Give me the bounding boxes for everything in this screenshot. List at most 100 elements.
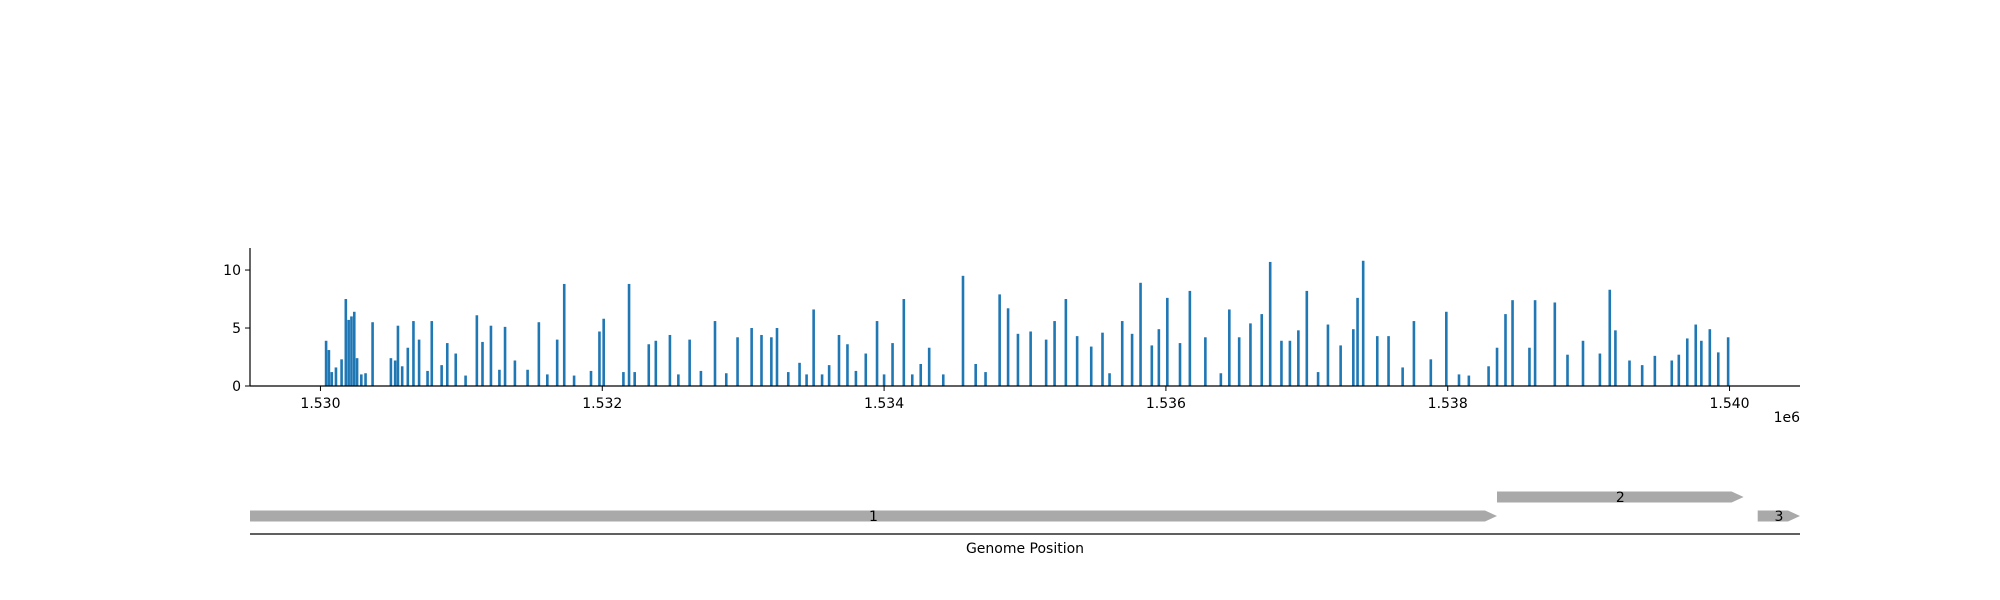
coverage-bar <box>464 375 467 386</box>
coverage-bar <box>891 343 894 386</box>
coverage-bar <box>389 358 393 386</box>
coverage-bar <box>1188 290 1192 386</box>
coverage-bar <box>1533 300 1537 386</box>
x-tick-label: 1.536 <box>1146 396 1186 412</box>
coverage-bar <box>1608 289 1612 386</box>
coverage-bar <box>498 369 501 386</box>
coverage-bar <box>1228 309 1231 386</box>
coverage-bar <box>475 315 479 386</box>
coverage-bar <box>1429 359 1433 386</box>
coverage-bar <box>400 366 404 386</box>
coverage-bar <box>1297 330 1300 386</box>
coverage-bar <box>1653 355 1657 386</box>
coverage-bar <box>627 283 631 386</box>
coverage-bar <box>1204 337 1207 386</box>
gene-track-xlabel: Genome Position <box>966 541 1084 557</box>
coverage-bar <box>1064 299 1068 386</box>
coverage-bar <box>1166 297 1169 386</box>
coverage-bar <box>798 362 801 386</box>
x-tick-label: 1.540 <box>1709 396 1749 412</box>
coverage-bar <box>602 318 605 386</box>
x-tick-label: 1.530 <box>300 396 340 412</box>
coverage-bar <box>902 299 906 386</box>
coverage-bar <box>882 374 886 386</box>
coverage-bar <box>352 311 356 386</box>
coverage-bar <box>417 339 421 386</box>
coverage-bar <box>837 334 841 386</box>
coverage-bar <box>1006 308 1010 386</box>
coverage-bar <box>1401 367 1404 386</box>
coverage-bar <box>910 374 914 386</box>
coverage-bar <box>1280 340 1283 386</box>
coverage-bar <box>1553 302 1557 386</box>
coverage-bar <box>412 321 415 386</box>
coverage-bar <box>1694 324 1698 386</box>
y-tick-label: 5 <box>232 321 241 337</box>
coverage-bar <box>1581 340 1585 386</box>
coverage-bar <box>622 372 625 386</box>
coverage-bar <box>1150 345 1154 386</box>
gene-arrow <box>250 510 1497 522</box>
coverage-bar <box>1305 290 1309 386</box>
coverage-bar <box>974 363 977 386</box>
coverage-bar <box>1178 343 1182 386</box>
coverage-bar <box>724 373 728 386</box>
coverage-bar <box>347 319 350 386</box>
coverage-bar <box>786 372 790 386</box>
gene-label: 2 <box>1616 490 1625 506</box>
coverage-bar <box>1528 347 1531 386</box>
coverage-bar <box>1089 346 1093 386</box>
gene-arrow <box>1497 491 1744 503</box>
coverage-bar <box>1628 360 1631 386</box>
coverage-bar <box>1339 345 1342 386</box>
x-ticks: 1.530 1.532 1.534 1.536 1.538 1.540 <box>300 386 1750 412</box>
coverage-bar <box>688 339 691 386</box>
coverage-bar <box>503 326 507 386</box>
coverage-bar <box>1361 260 1365 386</box>
coverage-bar <box>998 294 1001 386</box>
coverage-bar <box>1467 375 1471 386</box>
coverage-bar <box>1387 336 1390 386</box>
coverage-bar <box>875 321 879 386</box>
coverage-bar <box>1288 340 1292 386</box>
coverage-bar <box>440 365 443 386</box>
coverage-bar <box>1495 347 1499 386</box>
coverage-bar <box>1053 321 1056 386</box>
coverage-bar <box>344 299 348 386</box>
y-ticks: 0 5 10 <box>223 263 250 395</box>
coverage-bar <box>1075 336 1079 386</box>
coverage-bar <box>820 374 824 386</box>
coverage-bar <box>770 337 773 386</box>
coverage-bar <box>537 322 541 386</box>
coverage-bar <box>396 325 400 386</box>
coverage-bar <box>426 370 429 386</box>
coverage-bar <box>668 334 672 386</box>
coverage-bar <box>854 370 858 386</box>
coverage-bar <box>546 374 549 386</box>
coverage-bar <box>1016 333 1020 386</box>
coverage-bar <box>350 316 353 386</box>
gene-track: 1 2 3 Genome Position <box>250 490 1800 557</box>
coverage-bar <box>1445 311 1448 386</box>
coverage-bar <box>812 309 815 386</box>
coverage-bar <box>562 283 566 386</box>
coverage-bar <box>1356 297 1359 386</box>
gene-arrow <box>1757 510 1800 522</box>
coverage-bar <box>1316 372 1320 386</box>
coverage-bars <box>324 260 1730 386</box>
coverage-bar <box>1504 314 1507 386</box>
coverage-bar <box>1614 330 1617 386</box>
coverage-bar <box>393 360 397 386</box>
coverage-bar <box>961 275 965 386</box>
coverage-bar <box>1708 329 1712 386</box>
coverage-bar <box>1249 323 1252 386</box>
x-tick-label: 1.538 <box>1428 396 1468 412</box>
coverage-bar <box>513 360 517 386</box>
coverage-bar <box>340 359 343 386</box>
coverage-bar <box>1260 314 1264 386</box>
coverage-bar <box>572 375 576 386</box>
y-tick-label: 0 <box>232 379 241 395</box>
coverage-bar <box>750 328 753 386</box>
coverage-bar <box>713 321 717 386</box>
